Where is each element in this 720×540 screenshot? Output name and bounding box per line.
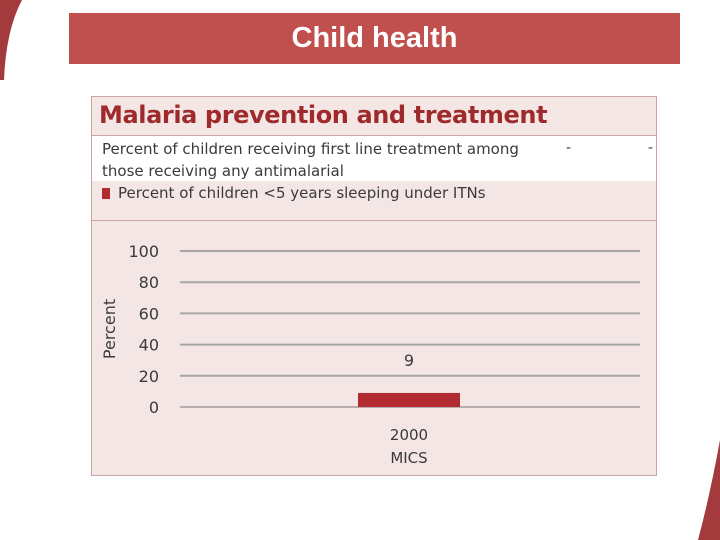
corner-decoration-top-left [0,0,22,80]
legend-value-dash: - [648,140,654,156]
chart-panel: Malaria prevention and treatment Percent… [91,96,657,476]
chart-title: Malaria prevention and treatment [99,101,548,129]
legend-swatch-itn [102,188,110,199]
slide-title: Child health [69,13,680,64]
y-tick-label: 40 [139,336,159,355]
legend-label-first-line-treatment: Percent of children receiving first line… [102,140,519,180]
y-tick-label: 80 [139,273,159,292]
x-tick-label: MICS [390,449,427,467]
bar-chart: 0 20 40 60 80 100 Percent 9 2000 MICS [92,222,656,475]
slide-title-text: Child health [291,22,458,54]
data-label: 9 [404,351,414,370]
y-tick-label: 0 [149,398,159,417]
corner-decoration-bottom-right [698,440,720,540]
y-tick-label: 20 [139,367,159,386]
bar [358,392,460,407]
legend-row-first-line-treatment: Percent of children receiving first line… [92,136,656,181]
legend-value-dash: - [566,140,572,156]
legend-label-itn: Percent of children <5 years sleeping un… [118,184,486,202]
legend: Percent of children receiving first line… [92,135,656,221]
y-tick-label: 60 [139,304,159,323]
y-axis-label: Percent [100,299,119,359]
x-tick-label: 2000 [390,426,428,444]
plot-area [92,222,656,475]
y-tick-label: 100 [128,242,159,261]
